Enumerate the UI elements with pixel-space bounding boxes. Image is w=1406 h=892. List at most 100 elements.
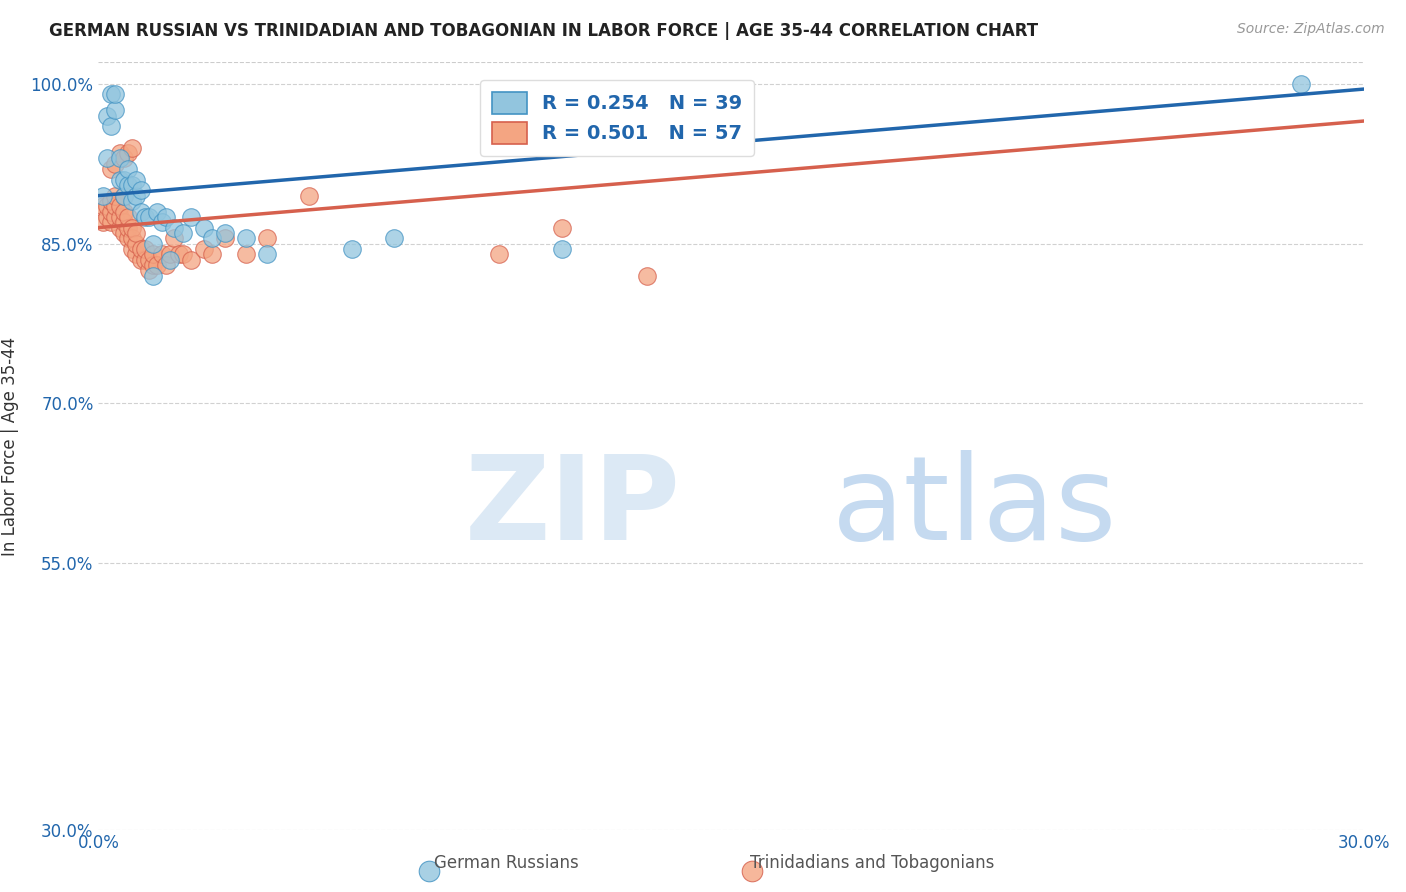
Point [100, 194, 122, 208]
Point [121, 178, 143, 192]
Point [142, 258, 165, 272]
Point [551, 220, 574, 235]
Text: Trinidadians and Tobagonians: Trinidadians and Tobagonians [749, 855, 994, 872]
Point [201, 247, 224, 261]
Point [121, 242, 143, 256]
Point [138, 210, 160, 224]
Point [96, 199, 118, 213]
Point [96, 210, 118, 224]
Point [150, 215, 173, 229]
Point [121, 141, 143, 155]
Point [104, 103, 127, 118]
Point [129, 242, 152, 256]
Point [159, 252, 181, 267]
Point [256, 247, 278, 261]
Point [100, 204, 122, 219]
Point [142, 268, 165, 283]
Point [134, 252, 156, 267]
Text: GERMAN RUSSIAN VS TRINIDADIAN AND TOBAGONIAN IN LABOR FORCE | AGE 35-44 CORRELAT: GERMAN RUSSIAN VS TRINIDADIAN AND TOBAGO… [49, 22, 1039, 40]
Point [235, 247, 257, 261]
Point [214, 231, 236, 245]
Point [298, 188, 321, 202]
Legend: R = 0.254   N = 39, R = 0.501   N = 57: R = 0.254 N = 39, R = 0.501 N = 57 [481, 79, 754, 156]
Point [96, 109, 118, 123]
Point [636, 268, 658, 283]
Point [108, 220, 131, 235]
Point [117, 161, 139, 176]
Point [117, 231, 139, 245]
Point [104, 87, 127, 102]
Text: Source: ZipAtlas.com: Source: ZipAtlas.com [1237, 22, 1385, 37]
Point [155, 258, 177, 272]
Point [104, 188, 127, 202]
Point [142, 236, 165, 251]
Point [100, 87, 122, 102]
Point [108, 151, 131, 165]
Point [112, 151, 135, 165]
Point [125, 236, 148, 251]
Point [172, 226, 194, 240]
Point [112, 215, 135, 229]
Point [108, 146, 131, 161]
Point [193, 242, 215, 256]
Point [108, 172, 131, 186]
Point [418, 863, 440, 878]
Point [108, 199, 131, 213]
Point [193, 220, 215, 235]
Point [112, 226, 135, 240]
Point [741, 863, 763, 878]
Point [159, 247, 181, 261]
Point [167, 247, 190, 261]
Point [382, 231, 405, 245]
Point [163, 231, 186, 245]
Point [112, 188, 135, 202]
Point [134, 210, 156, 224]
Point [104, 156, 127, 170]
Point [121, 220, 143, 235]
Point [155, 210, 177, 224]
Point [129, 252, 152, 267]
Point [180, 210, 202, 224]
Point [104, 210, 127, 224]
Text: German Russians: German Russians [434, 855, 578, 872]
Point [112, 204, 135, 219]
Point [134, 242, 156, 256]
Point [142, 247, 165, 261]
Point [146, 258, 169, 272]
Point [117, 146, 139, 161]
Point [129, 183, 152, 197]
Point [91, 215, 114, 229]
Point [163, 220, 186, 235]
Point [256, 231, 278, 245]
Point [104, 199, 127, 213]
Point [125, 188, 148, 202]
Point [91, 199, 114, 213]
Point [340, 242, 363, 256]
Point [96, 151, 118, 165]
Point [108, 210, 131, 224]
Point [125, 172, 148, 186]
Point [125, 247, 148, 261]
Point [125, 226, 148, 240]
Point [112, 172, 135, 186]
Point [488, 247, 510, 261]
Point [91, 188, 114, 202]
Point [100, 120, 122, 134]
Text: atlas: atlas [832, 450, 1118, 565]
Point [180, 252, 202, 267]
Point [1289, 77, 1312, 91]
Y-axis label: In Labor Force | Age 35-44: In Labor Force | Age 35-44 [1, 336, 20, 556]
Point [100, 215, 122, 229]
Point [172, 247, 194, 261]
Point [138, 252, 160, 267]
Point [235, 231, 257, 245]
Point [100, 161, 122, 176]
Point [117, 178, 139, 192]
Point [121, 231, 143, 245]
Point [138, 263, 160, 277]
Point [129, 204, 152, 219]
Point [150, 247, 173, 261]
Point [121, 194, 143, 208]
Point [112, 188, 135, 202]
Point [146, 204, 169, 219]
